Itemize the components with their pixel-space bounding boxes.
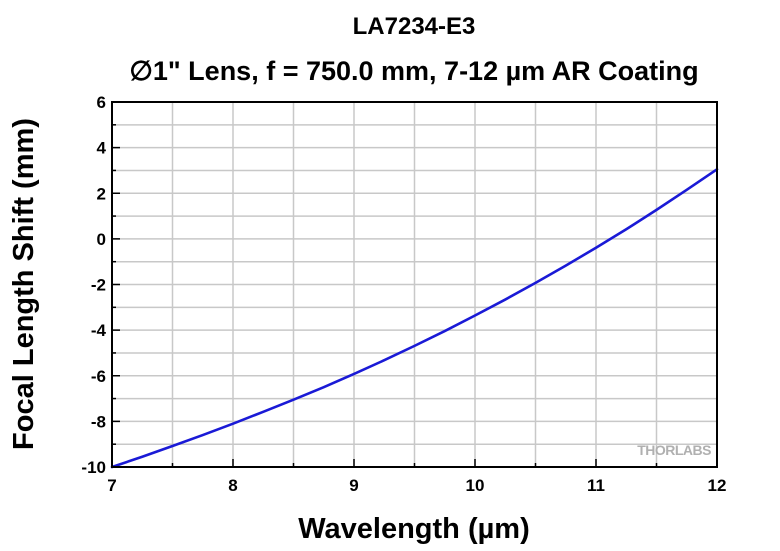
ticks: 7 8 9 10 11 12 -10 -8 -6 -4 -2 0 2 4 6 xyxy=(81,93,726,495)
y-tick-label: 2 xyxy=(97,184,106,203)
x-tick-label: 8 xyxy=(228,476,237,495)
grid xyxy=(112,102,717,467)
x-tick-label: 7 xyxy=(107,476,116,495)
x-tick-label: 9 xyxy=(349,476,358,495)
y-tick-label: 4 xyxy=(97,139,107,158)
plot-area: 7 8 9 10 11 12 -10 -8 -6 -4 -2 0 2 4 6 xyxy=(81,93,726,495)
y-tick-label: -4 xyxy=(91,321,107,340)
thorlabs-watermark-logo: THORLABS xyxy=(637,442,711,458)
y-tick-label: 6 xyxy=(97,93,106,112)
y-tick-label: -2 xyxy=(91,276,106,295)
x-tick-label: 11 xyxy=(587,476,605,495)
series-layer xyxy=(110,168,719,469)
y-tick-label: -6 xyxy=(91,367,106,386)
chart-subtitle: ∅1" Lens, f = 750.0 mm, 7-12 µm AR Coati… xyxy=(129,56,698,86)
y-tick-label: -10 xyxy=(81,458,106,477)
y-axis-label: Focal Length Shift (mm) xyxy=(8,118,40,450)
x-tick-label: 10 xyxy=(466,476,485,495)
x-tick-label: 12 xyxy=(708,476,727,495)
y-tick-label: 0 xyxy=(97,230,106,249)
chart-title: LA7234-E3 xyxy=(353,13,476,40)
x-axis-label: Wavelength (µm) xyxy=(298,513,530,545)
series-line xyxy=(110,168,719,469)
y-tick-label: -8 xyxy=(91,412,106,431)
